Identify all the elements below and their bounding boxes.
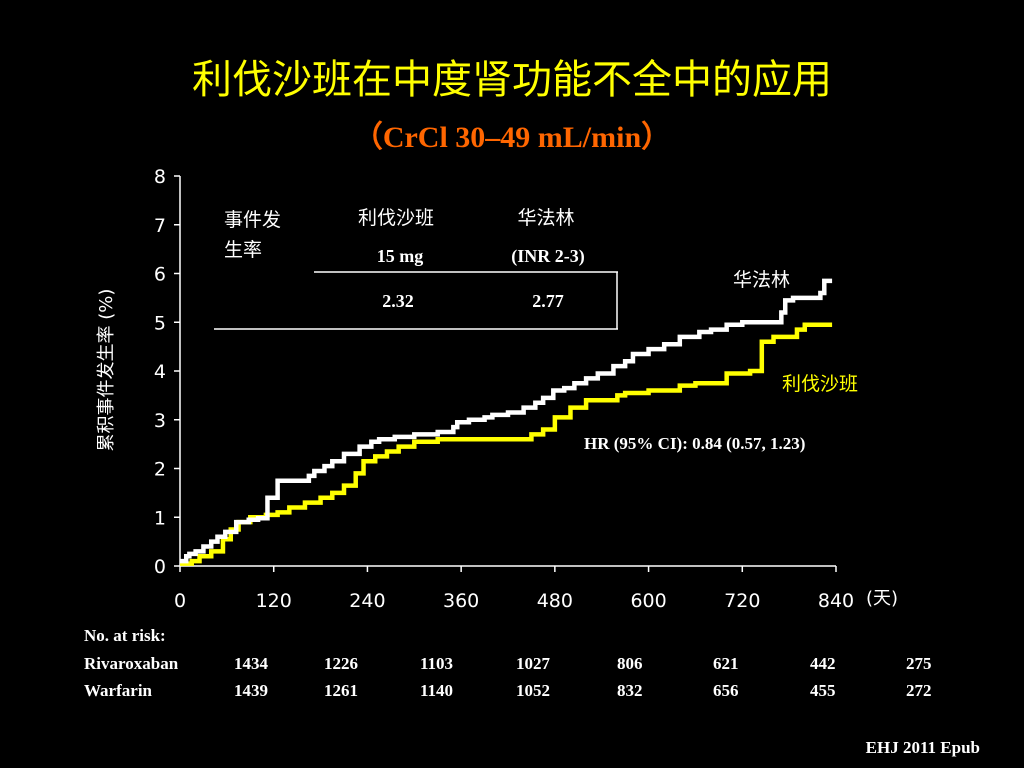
x-tick-label: 480 bbox=[537, 590, 573, 612]
risk-cell: 1226 bbox=[324, 654, 358, 673]
inset-col2-dose: (INR 2-3) bbox=[511, 246, 585, 267]
x-tick-label: 600 bbox=[630, 590, 666, 612]
y-tick-label: 3 bbox=[154, 410, 166, 432]
x-tick-label: 720 bbox=[724, 590, 760, 612]
x-tick-label: 240 bbox=[349, 590, 385, 612]
inset-row-label-line1: 事件发 bbox=[224, 209, 281, 231]
x-axis-unit: (天) bbox=[866, 588, 898, 609]
y-tick-label: 2 bbox=[154, 459, 166, 481]
y-tick-label: 1 bbox=[154, 507, 166, 529]
risk-cell: 656 bbox=[713, 681, 739, 700]
y-tick-label: 5 bbox=[154, 312, 166, 334]
x-tick-label: 120 bbox=[256, 590, 292, 612]
risk-cell: 275 bbox=[906, 654, 932, 673]
warfarin-curve bbox=[180, 278, 833, 564]
risk-cell: 1140 bbox=[420, 681, 454, 700]
risk-cell: 455 bbox=[810, 681, 836, 700]
slide-subtitle: （CrCl 30–49 mL/min） bbox=[352, 121, 672, 154]
inset-col1-value: 2.32 bbox=[382, 291, 414, 311]
risk-row-label-warfarin: Warfarin bbox=[84, 681, 152, 700]
risk-cell: 1434 bbox=[234, 654, 268, 673]
risk-table-header: No. at risk: bbox=[84, 626, 166, 645]
y-tick-label: 6 bbox=[154, 264, 166, 286]
risk-cell: 1261 bbox=[324, 681, 358, 700]
risk-cell: 832 bbox=[617, 681, 643, 700]
risk-cell: 806 bbox=[617, 654, 643, 673]
risk-cell: 442 bbox=[810, 654, 836, 673]
y-tick-label: 7 bbox=[154, 215, 166, 237]
hr-annotation: HR (95% CI): 0.84 (0.57, 1.23) bbox=[584, 434, 805, 453]
inset-table: 事件发 生率 利伐沙班 15 mg 华法林 (INR 2-3) 2.32 2.7… bbox=[214, 207, 618, 330]
slide-title: 利伐沙班在中度肾功能不全中的应用 bbox=[192, 57, 832, 103]
inset-col1-dose: 15 mg bbox=[377, 246, 424, 266]
inset-row-label-line2: 生率 bbox=[224, 239, 262, 261]
inset-col1-name: 利伐沙班 bbox=[358, 207, 434, 229]
series-label-warfarin: 华法林 bbox=[733, 269, 790, 291]
x-tick-label: 0 bbox=[174, 590, 186, 612]
x-tick-label: 360 bbox=[443, 590, 479, 612]
citation: EHJ 2011 Epub bbox=[865, 738, 980, 757]
risk-cell: 1439 bbox=[234, 681, 268, 700]
y-tick-label: 8 bbox=[154, 166, 166, 188]
y-axis-label: 累积事件发生率 (%) bbox=[96, 289, 117, 452]
x-tick-label: 840 bbox=[818, 590, 854, 612]
risk-cell: 621 bbox=[713, 654, 739, 673]
inset-col2-value: 2.77 bbox=[532, 291, 564, 311]
risk-cell: 1103 bbox=[420, 654, 454, 673]
inset-col2-name: 华法林 bbox=[517, 207, 574, 229]
risk-cell: 1027 bbox=[516, 654, 550, 673]
risk-cell: 272 bbox=[906, 681, 932, 700]
y-tick-label: 0 bbox=[154, 556, 166, 578]
risk-cell: 1052 bbox=[516, 681, 550, 700]
y-tick-label: 4 bbox=[154, 361, 166, 383]
series-label-rivaroxaban: 利伐沙班 bbox=[782, 373, 858, 395]
risk-row-label-rivaroxaban: Rivaroxaban bbox=[84, 654, 179, 673]
